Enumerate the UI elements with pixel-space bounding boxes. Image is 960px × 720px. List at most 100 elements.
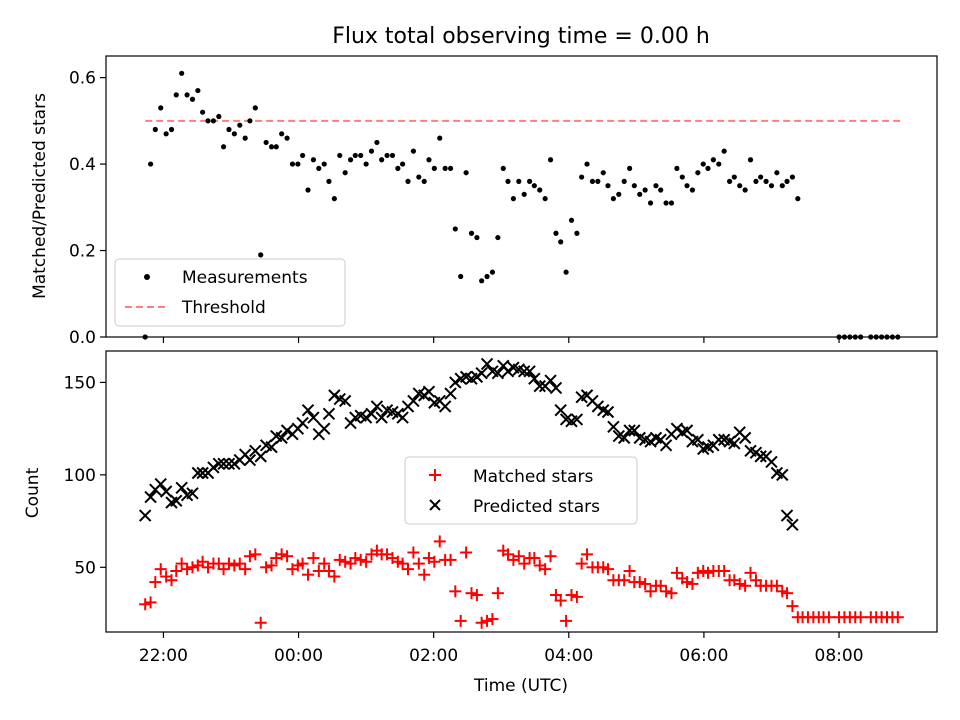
measurement-point <box>152 126 158 133</box>
measurement-point <box>237 122 243 128</box>
matched-star-point <box>233 557 246 570</box>
measurement-point <box>616 191 622 197</box>
predicted-star-point <box>533 379 546 393</box>
predicted-star-point <box>144 490 157 504</box>
measurement-point <box>589 178 596 184</box>
measurement-point <box>410 148 417 154</box>
measurement-point <box>658 187 664 193</box>
legend-matched-label: Matched stars <box>473 467 593 487</box>
matched-star-point <box>418 568 431 581</box>
predicted-star-point <box>475 366 488 380</box>
matched-star-point <box>222 557 235 570</box>
measurement-point <box>763 178 769 184</box>
measurement-point <box>553 230 559 236</box>
matched-star-point <box>181 563 194 576</box>
measurement-point <box>516 178 522 184</box>
matched-star-point <box>254 616 267 629</box>
measurement-point <box>468 230 475 236</box>
matched-star-point <box>475 616 488 629</box>
predicted-star-point <box>691 433 705 446</box>
matched-star-point <box>322 564 335 577</box>
measurement-point <box>716 161 722 167</box>
predicted-star-point <box>359 411 373 424</box>
top-y-tick-label: 0.4 <box>69 155 96 175</box>
measurement-point <box>463 170 469 176</box>
matched-star-point <box>486 613 499 626</box>
predicted-star-point <box>670 422 684 435</box>
measurement-point <box>158 105 164 111</box>
matched-star-point <box>570 590 583 603</box>
measurement-point <box>179 70 185 76</box>
measurement-point <box>621 178 627 184</box>
measurement-point <box>774 170 780 176</box>
predicted-star-point <box>265 440 278 454</box>
predicted-star-point <box>480 357 494 371</box>
matched-star-point <box>701 566 714 579</box>
measurement-point <box>358 152 364 159</box>
measurement-point <box>447 165 454 171</box>
measurement-point <box>531 183 537 189</box>
matched-star-point <box>154 563 167 576</box>
measurement-point <box>674 165 680 171</box>
measurement-point <box>147 161 154 167</box>
matched-star-point <box>654 579 667 592</box>
measurement-point <box>737 183 743 189</box>
matched-star-point <box>265 559 278 572</box>
predicted-star-point <box>765 455 778 469</box>
measurement-point <box>295 161 301 167</box>
predicted-star-point <box>170 494 183 507</box>
predicted-star-point <box>528 372 541 385</box>
measurement-point <box>747 157 754 163</box>
measurement-point <box>563 269 569 275</box>
matched-star-point <box>718 564 731 577</box>
measurement-point <box>300 152 306 159</box>
matched-star-point <box>618 574 631 587</box>
matched-star-point <box>186 561 199 574</box>
legend-predicted-label: Predicted stars <box>473 497 600 517</box>
matched-star-point <box>639 577 652 590</box>
predicted-star-point <box>570 413 584 426</box>
matched-star-point <box>465 587 478 600</box>
measurement-point <box>700 161 706 167</box>
measurement-point <box>195 87 201 94</box>
bottom-y-tick-label: 50 <box>74 558 96 578</box>
matched-star-point <box>307 552 320 565</box>
measurement-point <box>600 170 606 176</box>
matched-star-point <box>481 614 494 627</box>
measurement-point <box>595 178 601 184</box>
predicted-star-point <box>523 365 536 378</box>
measurement-point <box>337 152 343 159</box>
matched-star-point <box>354 553 367 566</box>
top-y-axis: 0.0 0.2 0.4 0.6 <box>69 69 106 348</box>
matched-star-point <box>681 576 694 589</box>
bottom-plot-area <box>138 357 904 629</box>
matched-star-point <box>470 589 483 602</box>
predicted-star-point <box>644 435 657 448</box>
matched-star-point <box>544 550 557 563</box>
predicted-star-point <box>328 389 341 402</box>
matched-star-point <box>554 594 567 607</box>
legend-predicted-marker <box>429 499 441 511</box>
measurement-point <box>220 144 227 150</box>
matched-star-point <box>528 552 541 565</box>
matched-star-point <box>239 563 252 576</box>
measurement-point <box>637 191 643 197</box>
measurement-point <box>605 183 611 189</box>
measurement-point <box>779 183 785 189</box>
matched-star-point <box>296 557 309 570</box>
measurement-point <box>421 178 427 184</box>
measurement-point <box>721 148 727 154</box>
measurement-point <box>437 135 443 141</box>
matched-star-point <box>412 557 425 570</box>
bottom-y-tick-label: 100 <box>64 466 96 486</box>
matched-star-point <box>444 553 457 566</box>
measurement-point <box>642 187 648 193</box>
measurement-point <box>310 157 317 163</box>
matched-star-point <box>139 598 152 611</box>
measurement-point <box>579 174 585 180</box>
predicted-star-point <box>212 457 226 470</box>
predicted-star-point <box>607 420 620 434</box>
predicted-star-point <box>517 365 531 378</box>
measurement-point <box>789 174 796 180</box>
matched-star-point <box>349 552 362 565</box>
